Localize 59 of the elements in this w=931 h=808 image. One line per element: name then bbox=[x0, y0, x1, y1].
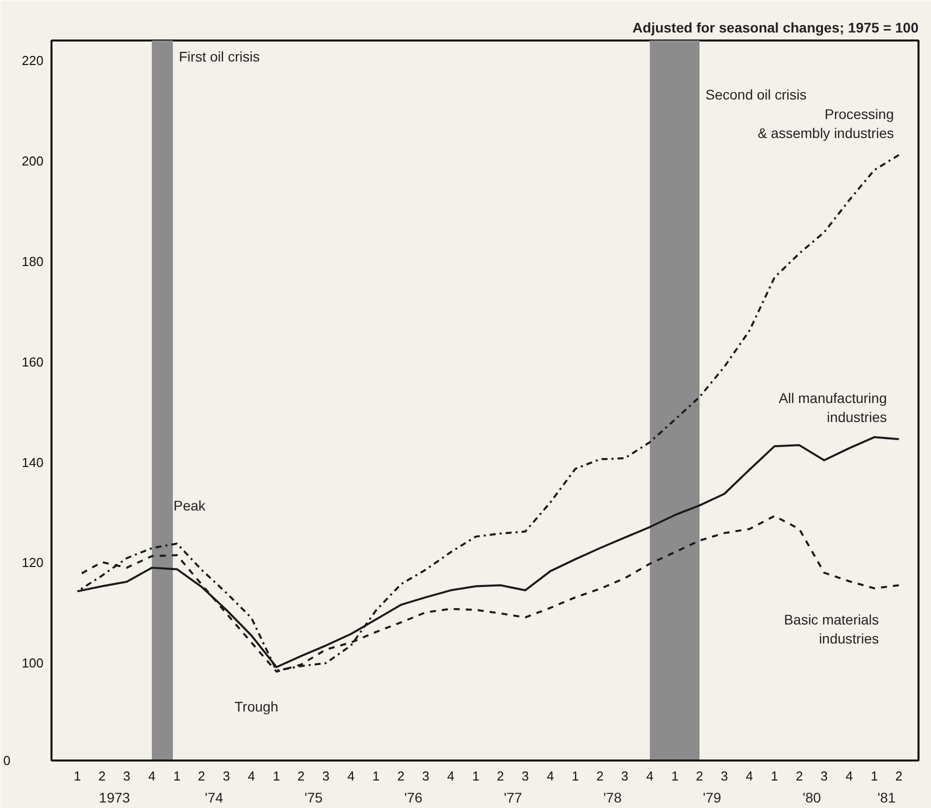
series-label: Processing & assembly industries bbox=[758, 106, 894, 141]
series-label: All manufacturing industries bbox=[778, 390, 887, 426]
annotation: Trough bbox=[234, 698, 278, 714]
y-tick-label: 120 bbox=[22, 555, 44, 570]
text: '78 bbox=[603, 790, 622, 806]
x-tick-label: 1 bbox=[74, 768, 82, 784]
x-tick-label: 4 bbox=[148, 768, 156, 784]
x-tick-label: 3 bbox=[522, 768, 529, 784]
text: '75 bbox=[304, 790, 323, 806]
y-tick-label: 140 bbox=[22, 454, 44, 470]
x-tick-label: 2 bbox=[297, 768, 305, 784]
x-tick-label: 1 bbox=[770, 768, 778, 784]
x-tick-label: 1 bbox=[272, 768, 280, 784]
y-tick-label: 100 bbox=[22, 656, 44, 671]
x-tick-label: 3 bbox=[621, 768, 628, 784]
y-tick-label: 200 bbox=[22, 154, 44, 168]
series-label: Basic materials industries bbox=[784, 611, 879, 646]
x-tick-label: 1 bbox=[372, 768, 380, 784]
x-tick-label: 3 bbox=[222, 768, 230, 784]
x-tick-label: 1 bbox=[472, 768, 480, 784]
x-tick-label: 1 bbox=[173, 768, 181, 784]
text: '74 bbox=[204, 790, 224, 806]
x-tick-label: 2 bbox=[98, 768, 106, 784]
x-tick-label: 3 bbox=[720, 768, 728, 784]
x-tick-label: 1 bbox=[870, 768, 878, 784]
x-tick-label: 2 bbox=[895, 768, 902, 784]
x-tick-label: 4 bbox=[646, 768, 654, 784]
text: '76 bbox=[404, 790, 423, 806]
x-tick-label: 2 bbox=[397, 768, 404, 784]
y-tick-label: 220 bbox=[22, 53, 44, 68]
x-tick-label: 4 bbox=[746, 768, 754, 784]
x-tick-label: 2 bbox=[198, 768, 206, 784]
text: '80 bbox=[802, 790, 822, 806]
text: '79 bbox=[702, 790, 722, 806]
band-label: First oil crisis bbox=[178, 48, 260, 64]
band-label: Second oil crisis bbox=[706, 86, 807, 102]
x-tick-label: 4 bbox=[846, 768, 853, 784]
text: 1973 bbox=[98, 790, 130, 806]
x-tick-label: 2 bbox=[496, 768, 504, 784]
x-tick-label: 4 bbox=[447, 768, 454, 784]
text: 0 bbox=[3, 753, 11, 768]
text: '81 bbox=[877, 790, 896, 806]
x-tick-label: 2 bbox=[796, 768, 803, 784]
text: '77 bbox=[504, 790, 522, 806]
x-tick-label: 1 bbox=[671, 768, 679, 784]
x-tick-label: 3 bbox=[123, 768, 130, 784]
x-tick-label: 4 bbox=[248, 768, 256, 784]
x-tick-label: 1 bbox=[572, 768, 580, 784]
y-tick-label: 180 bbox=[22, 254, 44, 269]
x-tick-label: 3 bbox=[322, 768, 330, 784]
x-tick-label: 4 bbox=[546, 768, 554, 784]
chart-subtitle: Adjusted for seasonal changes; 1975 = 100 bbox=[632, 20, 919, 36]
x-tick-label: 3 bbox=[422, 768, 430, 784]
x-tick-label: 2 bbox=[596, 768, 604, 784]
annotation: Peak bbox=[174, 498, 206, 514]
x-tick-label: 2 bbox=[696, 768, 704, 784]
y-tick-label: 160 bbox=[22, 354, 44, 370]
x-tick-label: 4 bbox=[347, 768, 355, 784]
x-tick-label: 3 bbox=[820, 768, 828, 784]
